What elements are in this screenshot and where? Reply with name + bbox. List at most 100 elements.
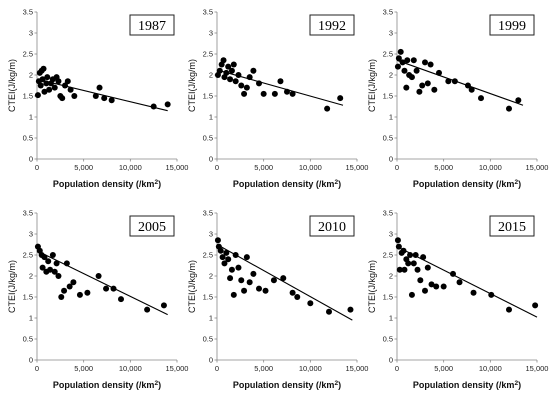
data-point xyxy=(232,252,239,258)
y-tick-label: 2.5 xyxy=(203,50,213,59)
x-axis-title: Population density (/km2) xyxy=(233,380,341,391)
y-tick-label: 0.5 xyxy=(203,134,213,143)
data-point xyxy=(220,57,227,64)
data-point xyxy=(101,95,108,102)
year-label: 2010 xyxy=(318,220,346,235)
y-tick-label: 1.5 xyxy=(203,293,213,302)
y-tick-label: 1.5 xyxy=(383,293,393,302)
data-point xyxy=(324,105,331,112)
x-tick-label: 10,000 xyxy=(299,163,322,172)
data-point xyxy=(71,93,78,99)
data-point xyxy=(277,78,284,85)
data-point xyxy=(464,82,471,89)
data-point xyxy=(422,59,428,66)
data-point xyxy=(235,72,242,78)
data-point xyxy=(59,95,66,102)
data-point xyxy=(424,264,431,271)
data-point xyxy=(49,252,56,258)
data-point xyxy=(271,90,278,97)
x-axis-title: Population density (/km2) xyxy=(53,179,161,190)
data-point xyxy=(223,69,230,76)
y-tick-label: 0.5 xyxy=(23,335,33,344)
data-point xyxy=(289,289,296,296)
data-point xyxy=(219,254,226,261)
data-point xyxy=(45,258,52,265)
data-point xyxy=(424,80,431,87)
y-tick-label: 3 xyxy=(209,29,213,38)
data-point xyxy=(164,101,171,108)
year-label-box xyxy=(489,14,535,36)
x-tick-label: 15,000 xyxy=(346,163,369,172)
y-tick-label: 3 xyxy=(29,29,33,38)
data-point xyxy=(417,277,424,284)
x-tick-label: 10,000 xyxy=(119,364,142,373)
data-point xyxy=(61,287,68,294)
data-point xyxy=(241,90,248,97)
data-point xyxy=(34,92,41,99)
data-point xyxy=(150,103,157,110)
y-tick-label: 1.5 xyxy=(23,293,33,302)
data-point xyxy=(55,273,62,279)
y-axis-title: CTEI(J/kg/m) xyxy=(7,260,17,313)
x-tick-label: 10,000 xyxy=(119,163,142,172)
y-tick-label: 0.5 xyxy=(23,134,33,143)
data-point xyxy=(506,105,512,112)
data-point xyxy=(53,260,60,267)
y-tick-label: 2 xyxy=(389,71,393,80)
data-point xyxy=(235,264,242,271)
data-point xyxy=(260,90,267,97)
y-tick-label: 3.5 xyxy=(203,209,213,218)
data-point xyxy=(399,59,406,66)
y-tick-label: 3 xyxy=(29,230,33,239)
trendline xyxy=(36,78,168,112)
y-tick-label: 1.5 xyxy=(203,92,213,101)
y-tick-label: 2 xyxy=(29,71,33,80)
year-label-box xyxy=(489,215,535,237)
data-point xyxy=(39,264,46,271)
y-tick-label: 2.5 xyxy=(203,251,213,260)
y-tick-label: 2 xyxy=(389,272,393,281)
data-point xyxy=(84,289,91,296)
data-point xyxy=(47,266,54,273)
data-point xyxy=(221,260,228,267)
data-point xyxy=(401,266,408,273)
data-point xyxy=(58,294,65,300)
data-point xyxy=(227,76,234,83)
y-tick-label: 1.5 xyxy=(23,92,33,101)
panel-1999: 0 0.5 1 1.5 2 2.5 3 3.5 0 5,000 10,000 15,000 Popula… xyxy=(367,8,548,189)
data-point xyxy=(410,57,417,64)
data-point xyxy=(51,268,58,275)
panel-2015: 0 0.5 1 1.5 2 2.5 3 3.5 0 5,000 10,000 15,000 Popula… xyxy=(367,209,548,390)
data-point xyxy=(232,78,239,85)
data-point xyxy=(400,247,407,254)
data-point xyxy=(39,76,46,83)
data-point xyxy=(403,84,410,91)
trendline xyxy=(216,244,353,321)
year-label: 1999 xyxy=(498,19,526,34)
data-point xyxy=(250,270,257,277)
data-point xyxy=(427,61,434,68)
data-point xyxy=(515,97,522,104)
year-label: 1992 xyxy=(318,19,346,34)
data-point xyxy=(67,86,74,93)
year-label-box xyxy=(309,215,355,237)
data-point xyxy=(412,252,419,258)
x-tick-label: 15,000 xyxy=(166,163,189,172)
y-tick-label: 3 xyxy=(389,230,393,239)
year-label: 2005 xyxy=(138,220,166,235)
x-axis-title: Population density (/km2) xyxy=(233,179,341,190)
x-tick-label: 15,000 xyxy=(346,364,369,373)
y-tick-label: 2 xyxy=(209,71,213,80)
y-tick-label: 3.5 xyxy=(23,8,33,17)
data-point xyxy=(420,254,427,261)
panel-1992: 0 0.5 1 1.5 2 2.5 3 3.5 0 5,000 10,000 15,000 Popula… xyxy=(187,8,368,189)
x-tick-label: 5,000 xyxy=(74,364,93,373)
trendline xyxy=(396,59,524,106)
data-point xyxy=(95,273,102,279)
y-tick-label: 3.5 xyxy=(383,8,393,17)
data-point xyxy=(96,84,103,91)
data-point xyxy=(230,291,237,298)
data-point xyxy=(397,48,404,55)
data-point xyxy=(532,302,539,309)
